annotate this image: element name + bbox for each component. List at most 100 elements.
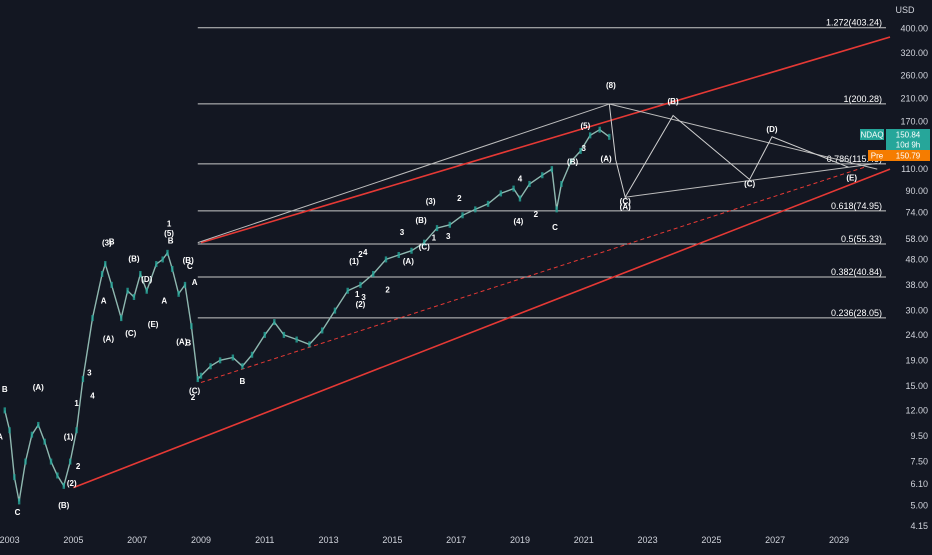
price-candle [196, 376, 199, 383]
wave-label: (B) [58, 501, 69, 510]
price-candle [273, 319, 276, 326]
y-tick-label: 15.00 [905, 381, 928, 391]
price-candle [518, 195, 522, 202]
price-candle [91, 315, 94, 322]
price-candle [474, 206, 477, 213]
wave-label: B [2, 385, 8, 394]
price-candle [550, 166, 554, 173]
pre-price-badge [886, 150, 930, 161]
wave-label: (A) [103, 334, 114, 343]
upper-channel-line [200, 36, 891, 244]
wave-label: (B) [668, 97, 679, 106]
fib-level-label: 0.786(115.48) [827, 154, 882, 164]
price-candle [161, 256, 164, 263]
wave-label: (8) [606, 81, 616, 90]
wave-label: 2 [191, 393, 196, 402]
price-candle [75, 427, 78, 434]
y-tick-label: 5.00 [910, 501, 928, 511]
price-candle [588, 132, 592, 139]
wave-label: A [161, 297, 167, 306]
price-candle [295, 336, 298, 343]
wave-label: (2) [67, 479, 77, 488]
wave-label: 3 [582, 144, 587, 153]
y-tick-label: 4.15 [910, 521, 928, 531]
fib-level-label: 0.236(28.05) [831, 308, 882, 318]
wave-label: (C) [125, 329, 136, 338]
pre-label-badge-text: Pre [871, 152, 884, 161]
wave-label: (A) [601, 154, 612, 163]
x-tick-label: 2015 [382, 535, 402, 545]
wave-label: B [185, 338, 191, 347]
price-badges: NDAQ 150.84 10d 9h Pre 150.79 [860, 129, 930, 161]
wave-label: (A) [176, 337, 187, 346]
wedge-line [609, 103, 878, 170]
fib-level-label: 0.618(74.95) [831, 201, 882, 211]
y-tick-label: 260.00 [900, 70, 928, 80]
price-candle [190, 323, 193, 330]
price-candle [423, 239, 426, 246]
wave-label: (1) [349, 257, 359, 266]
wave-label: 2 [534, 210, 539, 219]
price-candle [608, 133, 611, 140]
price-candle [512, 185, 515, 192]
wave-label: A [192, 278, 198, 287]
y-tick-label: 90.00 [905, 186, 928, 196]
wave-label: (2) [356, 300, 366, 309]
price-candle [49, 458, 53, 465]
lower-channel-line [73, 168, 891, 489]
price-candle [155, 261, 158, 268]
price-candle [13, 474, 16, 481]
price-candle [282, 331, 286, 338]
price-candle [104, 261, 107, 268]
y-tick-label: 110.00 [901, 164, 928, 174]
price-candle [17, 498, 21, 505]
price-candle [541, 172, 544, 179]
price-path-group [3, 126, 611, 505]
x-tick-label: 2011 [255, 535, 274, 545]
countdown-badge-text: 10d 9h [896, 141, 920, 150]
wave-label: 2 [76, 462, 81, 471]
wave-label: (B) [128, 255, 139, 264]
x-tick-label: 2029 [829, 535, 849, 545]
fibonacci-levels: 1.272(403.24) 1(200.28) 0.786(115.48) 0.618… [197, 18, 886, 319]
price-candle [250, 351, 254, 358]
pre-price-badge-text: 150.79 [896, 152, 921, 161]
wave-label: 1 [355, 290, 360, 299]
y-tick-label: 400.00 [900, 24, 928, 34]
price-candle [120, 315, 123, 322]
wave-label: 3 [446, 232, 451, 241]
price-candle [43, 438, 46, 445]
x-tick-label: 2021 [574, 535, 594, 545]
x-tick-label: 2019 [510, 535, 530, 545]
price-candle [3, 407, 6, 414]
price-candle [555, 206, 558, 213]
fib-level-label: 0.5(55.33) [841, 234, 882, 244]
price-candle [528, 180, 531, 187]
wave-label: C [15, 508, 21, 517]
wave-label: B [109, 238, 115, 247]
price-candle [126, 287, 129, 294]
time-axis[interactable]: 2003 2005 2007 2009 2011 2013 2015 2017 2019 2021… [0, 535, 849, 545]
price-axis[interactable]: USD 400.00 320.00 260.00 210.00 170.00 110.00… [895, 5, 928, 531]
price-candle [171, 265, 174, 272]
fib-level-label: 1.272(403.24) [826, 18, 882, 28]
projection-group [608, 103, 849, 199]
wedge-line [197, 103, 610, 244]
wave-label: (A) [403, 257, 414, 266]
wave-label: 4 [363, 248, 368, 257]
wave-label: (1) [64, 432, 74, 441]
wave-label: 2 [385, 285, 390, 294]
price-candle [448, 221, 451, 228]
wave-label: 3 [87, 369, 92, 378]
y-tick-label: 48.00 [905, 254, 928, 264]
wave-label: (3) [426, 197, 436, 206]
y-tick-label: 170.00 [900, 117, 928, 127]
price-candle [110, 281, 113, 288]
last-price-badge [886, 129, 930, 140]
price-candle [183, 281, 187, 288]
wave-label: (D) [141, 275, 152, 284]
price-candle [30, 431, 34, 438]
wave-label: (A) [33, 383, 44, 392]
